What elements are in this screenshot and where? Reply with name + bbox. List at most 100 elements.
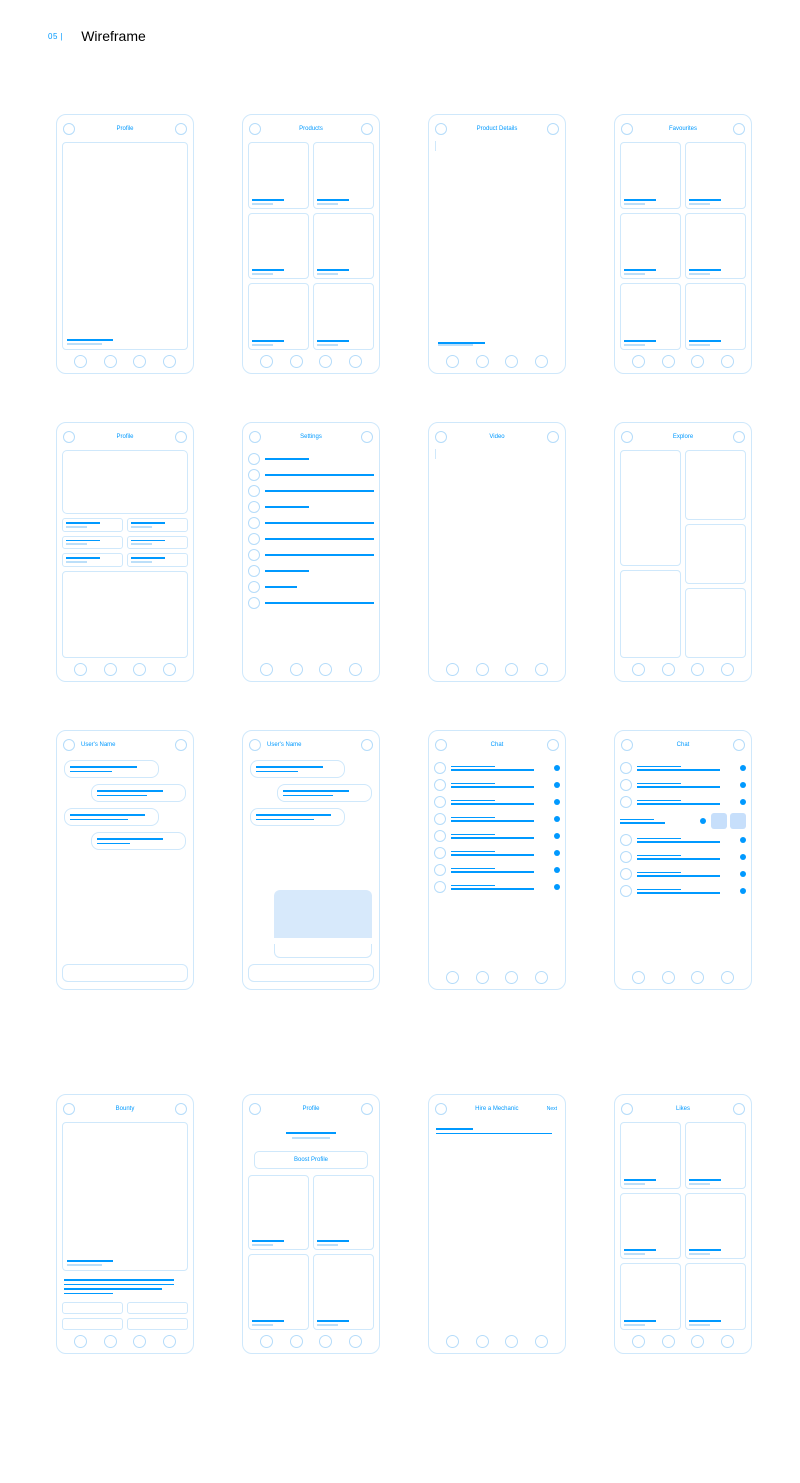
tab-icon[interactable] <box>349 663 362 676</box>
nav-right-icon[interactable] <box>175 123 187 135</box>
profile-card[interactable] <box>313 1175 374 1251</box>
tab-icon[interactable] <box>476 355 489 368</box>
product-card[interactable] <box>248 142 309 209</box>
stat-pill[interactable] <box>62 518 123 532</box>
chat-row[interactable] <box>434 777 560 793</box>
tab-icon[interactable] <box>662 1335 675 1348</box>
nav-right-icon[interactable] <box>733 1103 745 1115</box>
tab-icon[interactable] <box>163 663 176 676</box>
fav-card[interactable] <box>685 213 746 280</box>
chat-row[interactable] <box>620 794 746 810</box>
tab-icon[interactable] <box>446 971 459 984</box>
nav-right-icon[interactable] <box>733 739 745 751</box>
tab-icon[interactable] <box>535 355 548 368</box>
tab-icon[interactable] <box>290 663 303 676</box>
tab-icon[interactable] <box>290 355 303 368</box>
tab-icon[interactable] <box>691 355 704 368</box>
nav-back-icon[interactable] <box>435 1103 447 1115</box>
chat-row[interactable] <box>620 832 746 848</box>
image-attachment[interactable] <box>274 890 372 938</box>
tab-icon[interactable] <box>505 355 518 368</box>
explore-tile[interactable] <box>685 524 746 584</box>
tab-icon[interactable] <box>632 1335 645 1348</box>
tab-icon[interactable] <box>349 1335 362 1348</box>
swipe-action-button[interactable] <box>730 813 746 829</box>
tab-icon[interactable] <box>476 1335 489 1348</box>
tab-icon[interactable] <box>104 1335 117 1348</box>
nav-left-icon[interactable] <box>63 123 75 135</box>
tab-icon[interactable] <box>319 663 332 676</box>
tab-icon[interactable] <box>446 355 459 368</box>
nav-right-icon[interactable] <box>547 739 559 751</box>
message-input[interactable] <box>248 964 374 982</box>
settings-item[interactable] <box>248 500 374 514</box>
stat-pill[interactable] <box>127 518 188 532</box>
nav-left-icon[interactable] <box>621 1103 633 1115</box>
nav-right-icon[interactable] <box>175 1103 187 1115</box>
product-card[interactable] <box>248 213 309 280</box>
tab-icon[interactable] <box>721 1335 734 1348</box>
fav-card[interactable] <box>620 283 681 350</box>
profile-card[interactable] <box>248 1175 309 1251</box>
tab-icon[interactable] <box>721 971 734 984</box>
tab-icon[interactable] <box>505 663 518 676</box>
nav-right-icon[interactable] <box>733 431 745 443</box>
tab-icon[interactable] <box>721 663 734 676</box>
tab-icon[interactable] <box>535 971 548 984</box>
nav-right-icon[interactable] <box>547 431 559 443</box>
tab-icon[interactable] <box>349 355 362 368</box>
fav-card[interactable] <box>620 142 681 209</box>
nav-left-icon[interactable] <box>249 1103 261 1115</box>
nav-right-icon[interactable] <box>361 739 373 751</box>
tab-icon[interactable] <box>74 355 87 368</box>
boost-profile-button[interactable]: Boost Profile <box>254 1151 368 1169</box>
nav-right-icon[interactable] <box>547 123 559 135</box>
explore-tile[interactable] <box>620 450 681 566</box>
like-card[interactable] <box>620 1122 681 1189</box>
like-card[interactable] <box>685 1263 746 1330</box>
product-card[interactable] <box>313 142 374 209</box>
nav-left-icon[interactable] <box>435 431 447 443</box>
fav-card[interactable] <box>685 283 746 350</box>
tab-icon[interactable] <box>691 971 704 984</box>
tab-icon[interactable] <box>535 663 548 676</box>
tab-icon[interactable] <box>260 1335 273 1348</box>
product-card[interactable] <box>248 283 309 350</box>
tab-icon[interactable] <box>721 355 734 368</box>
chat-row[interactable] <box>434 794 560 810</box>
explore-tile[interactable] <box>620 570 681 658</box>
nav-left-icon[interactable] <box>249 123 261 135</box>
swipe-action-button[interactable] <box>711 813 727 829</box>
settings-item[interactable] <box>248 484 374 498</box>
tab-icon[interactable] <box>163 1335 176 1348</box>
nav-right-icon[interactable] <box>175 431 187 443</box>
tab-icon[interactable] <box>260 663 273 676</box>
explore-tile[interactable] <box>685 450 746 520</box>
tab-icon[interactable] <box>133 1335 146 1348</box>
tab-icon[interactable] <box>133 663 146 676</box>
tab-icon[interactable] <box>290 1335 303 1348</box>
nav-left-icon[interactable] <box>621 431 633 443</box>
next-button[interactable]: Next <box>547 1106 559 1112</box>
like-card[interactable] <box>685 1193 746 1260</box>
like-card[interactable] <box>620 1263 681 1330</box>
chat-row[interactable] <box>434 760 560 776</box>
chat-row-swiped[interactable] <box>620 811 746 831</box>
settings-item[interactable] <box>248 564 374 578</box>
nav-right-icon[interactable] <box>175 739 187 751</box>
fav-card[interactable] <box>685 142 746 209</box>
nav-right-icon[interactable] <box>361 123 373 135</box>
tab-icon[interactable] <box>632 971 645 984</box>
stat-pill[interactable] <box>127 536 188 550</box>
nav-left-icon[interactable] <box>621 739 633 751</box>
chat-row[interactable] <box>620 777 746 793</box>
like-card[interactable] <box>620 1193 681 1260</box>
nav-left-icon[interactable] <box>63 431 75 443</box>
chat-row[interactable] <box>620 760 746 776</box>
chat-row[interactable] <box>620 883 746 899</box>
fav-card[interactable] <box>620 213 681 280</box>
tab-icon[interactable] <box>691 663 704 676</box>
settings-item[interactable] <box>248 532 374 546</box>
tab-icon[interactable] <box>446 663 459 676</box>
message-input[interactable] <box>62 964 188 982</box>
